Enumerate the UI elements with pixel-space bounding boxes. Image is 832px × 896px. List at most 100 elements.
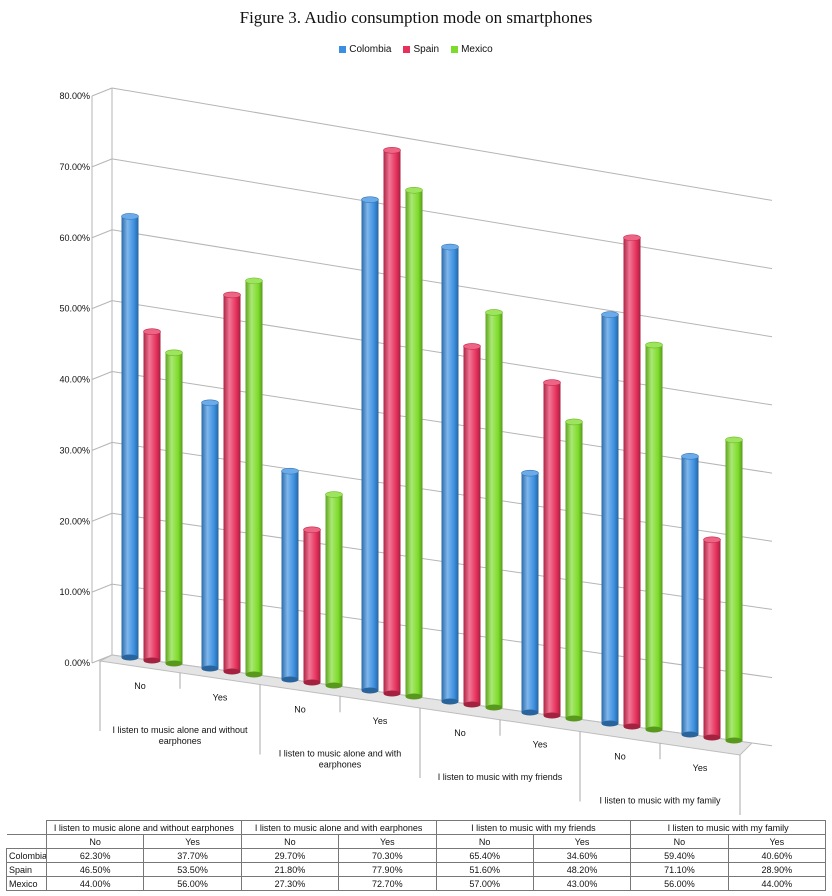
bar [121, 213, 139, 661]
table-group-header: I listen to music with my family [630, 820, 826, 835]
x-group-label: earphones [319, 759, 362, 769]
gridline-side [91, 300, 113, 310]
legend-swatch [339, 45, 347, 53]
bar [623, 234, 641, 730]
y-tick-label: 20.00% [59, 516, 90, 526]
table-cell: 46.50% [45, 862, 145, 877]
table-sub-header: No [45, 834, 145, 849]
y-tick-label: 80.00% [59, 91, 90, 101]
table-row: Colombia 62.30% 37.70% 29.70% 70.30% 65.40% 34… [6, 848, 827, 863]
gridline [111, 158, 773, 270]
table-cell: 57.00% [435, 876, 534, 891]
x-tick-label: Yes [213, 693, 228, 703]
table-row-label: Spain [6, 862, 47, 877]
table-cell: 71.10% [630, 862, 729, 877]
table-cell: 43.00% [532, 876, 632, 891]
bar [281, 467, 299, 683]
table-row: Spain 46.50% 53.50% 21.80% 77.90% 51.60% 48.20… [6, 862, 827, 877]
bar [725, 436, 743, 744]
table-sub-header-row: No Yes No Yes No Yes No Yes [6, 834, 827, 849]
gridline-side [91, 371, 113, 380]
x-tick-label: No [454, 728, 466, 738]
data-table: I listen to music alone and without earp… [6, 820, 827, 891]
table-cell: 27.30% [240, 876, 340, 891]
table-corner [6, 820, 47, 835]
gridline-side [91, 87, 113, 97]
table-cell: 72.70% [338, 876, 437, 891]
gridline-side [91, 229, 113, 239]
x-tick-label: Yes [693, 763, 708, 773]
bar [645, 341, 663, 733]
table-cell: 56.00% [143, 876, 242, 891]
gridline-side [91, 158, 113, 168]
x-tick-label: No [294, 704, 306, 714]
bar [521, 469, 539, 716]
bar [543, 379, 561, 719]
table-sub-header: Yes [727, 834, 827, 849]
y-tick-label: 10.00% [59, 587, 90, 597]
bar [223, 291, 241, 675]
table-cell: 34.60% [532, 848, 632, 863]
table-sub-header: No [630, 834, 729, 849]
bar [463, 343, 481, 708]
legend-item: Spain [403, 44, 439, 55]
table-cell: 37.70% [143, 848, 242, 863]
bar [201, 399, 219, 672]
y-tick-label: 40.00% [59, 375, 90, 385]
y-tick-label: 70.00% [59, 162, 90, 172]
bar [485, 309, 503, 711]
legend-swatch [451, 45, 459, 53]
chart-title: Figure 3. Audio consumption mode on smar… [239, 8, 593, 27]
table-cell: 77.90% [338, 862, 437, 877]
legend-label: Colombia [349, 44, 392, 55]
table-sub-header: Yes [338, 834, 437, 849]
x-tick-label: Yes [533, 740, 548, 750]
bar [681, 453, 699, 738]
table-cell: 44.00% [45, 876, 145, 891]
table-cell: 53.50% [143, 862, 242, 877]
table-sub-header: No [240, 834, 340, 849]
y-tick-label: 50.00% [59, 304, 90, 314]
table-cell: 29.70% [240, 848, 340, 863]
bar [303, 526, 321, 686]
legend-item: Mexico [451, 44, 493, 55]
bar [383, 147, 401, 697]
x-group-label: earphones [159, 736, 202, 746]
table-cell: 48.20% [532, 862, 632, 877]
table-cell: 21.80% [240, 862, 340, 877]
table-sub-header: Yes [532, 834, 632, 849]
bar [245, 277, 263, 678]
bar [361, 196, 379, 694]
bar [325, 491, 343, 689]
table-row-label: Mexico [6, 876, 47, 891]
bar [405, 186, 423, 700]
legend-label: Mexico [461, 44, 493, 55]
table-sub-header: Yes [143, 834, 242, 849]
table-cell: 28.90% [727, 862, 827, 877]
x-group-label: I listen to music with my family [599, 795, 721, 805]
bar [441, 243, 459, 705]
x-tick-label: Yes [373, 716, 388, 726]
x-group-label: I listen to music alone and with [279, 748, 402, 758]
table-group-header: I listen to music with my friends [435, 820, 632, 835]
bar [565, 418, 583, 722]
y-tick-label: 30.00% [59, 445, 90, 455]
table-cell: 70.30% [338, 848, 437, 863]
table-cell: 56.00% [630, 876, 729, 891]
legend-item: Colombia [339, 44, 391, 55]
table-cell: 59.40% [630, 848, 729, 863]
table-group-header: I listen to music alone and with earphon… [240, 820, 437, 835]
table-sub-header: No [435, 834, 534, 849]
legend-swatch [403, 45, 411, 53]
x-tick-label: No [614, 751, 626, 761]
table-cell: 62.30% [45, 848, 145, 863]
legend-label: Spain [413, 44, 440, 55]
table-row-label: Colombia [6, 848, 47, 863]
table-cell: 65.40% [435, 848, 534, 863]
y-tick-label: 0.00% [64, 658, 90, 668]
table-group-header-row: I listen to music alone and without earp… [6, 820, 826, 835]
bar [165, 349, 183, 667]
table-row: Mexico 44.00% 56.00% 27.30% 72.70% 57.00% 43.0… [6, 876, 827, 891]
table-cell: 40.60% [727, 848, 827, 863]
x-group-label: I listen to music with my friends [438, 772, 563, 782]
